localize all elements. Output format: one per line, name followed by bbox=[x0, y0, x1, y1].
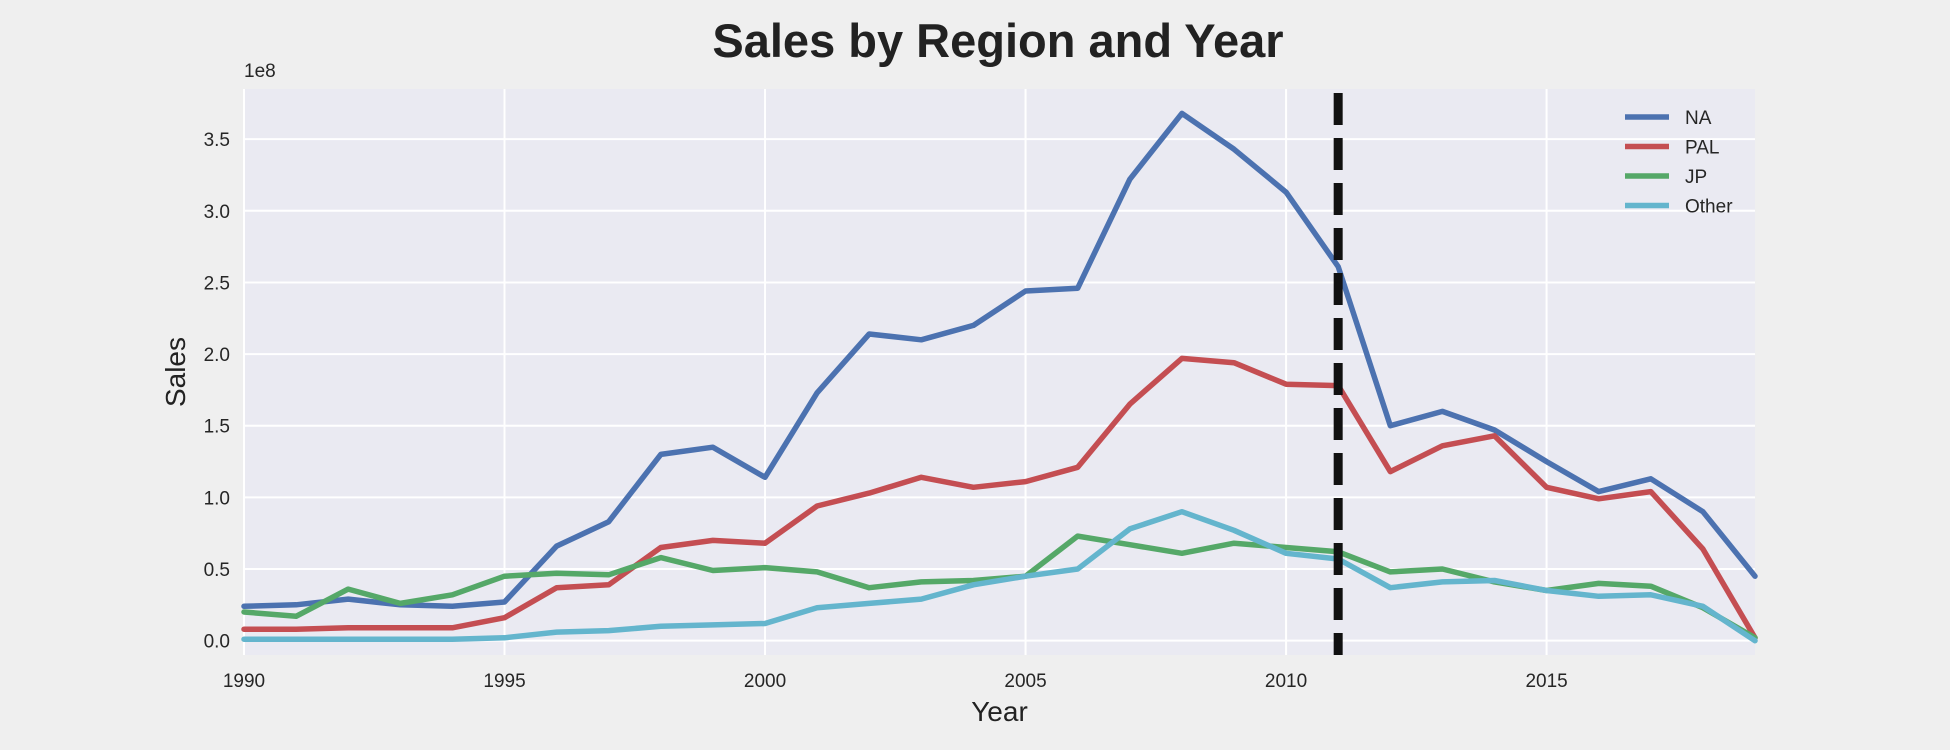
y-axis-label: Sales bbox=[160, 337, 191, 407]
y-tick-label: 3.5 bbox=[204, 130, 230, 151]
x-tick-label: 2015 bbox=[1525, 671, 1567, 692]
y-tick-label: 1.0 bbox=[204, 488, 230, 509]
plot-area bbox=[244, 89, 1755, 655]
y-offset-label: 1e8 bbox=[244, 61, 276, 82]
series-lines bbox=[241, 110, 1758, 644]
x-tick-labels: 1990 1995 2000 2005 2010 2015 bbox=[223, 671, 1568, 692]
y-tick-label: 3.0 bbox=[204, 202, 230, 223]
series-line-other bbox=[241, 508, 1758, 644]
legend-label-jp: JP bbox=[1685, 167, 1707, 188]
x-tick-label: 2010 bbox=[1265, 671, 1307, 692]
y-tick-label: 2.0 bbox=[204, 345, 230, 366]
chart-title: Sales by Region and Year bbox=[712, 14, 1283, 67]
y-tick-label: 1.5 bbox=[204, 417, 230, 438]
x-axis-label: Year bbox=[971, 696, 1028, 727]
y-tick-label: 2.5 bbox=[204, 273, 230, 294]
legend-label-pal: PAL bbox=[1685, 138, 1720, 159]
y-tick-labels: 0.0 0.5 1.0 1.5 2.0 2.5 3.0 3.5 bbox=[204, 130, 230, 653]
y-tick-label: 0.5 bbox=[204, 560, 230, 581]
x-tick-label: 2000 bbox=[744, 671, 786, 692]
x-tick-label: 2005 bbox=[1004, 671, 1046, 692]
legend-label-na: NA bbox=[1685, 108, 1712, 129]
legend-label-other: Other bbox=[1685, 197, 1733, 218]
series-line-pal bbox=[241, 355, 1758, 641]
grid bbox=[243, 89, 1755, 655]
series-line-na bbox=[241, 110, 1758, 610]
x-tick-label: 1990 bbox=[223, 671, 265, 692]
y-tick-label: 0.0 bbox=[204, 632, 230, 653]
legend: NA PAL JP Other bbox=[1625, 108, 1733, 218]
x-tick-label: 1995 bbox=[483, 671, 525, 692]
